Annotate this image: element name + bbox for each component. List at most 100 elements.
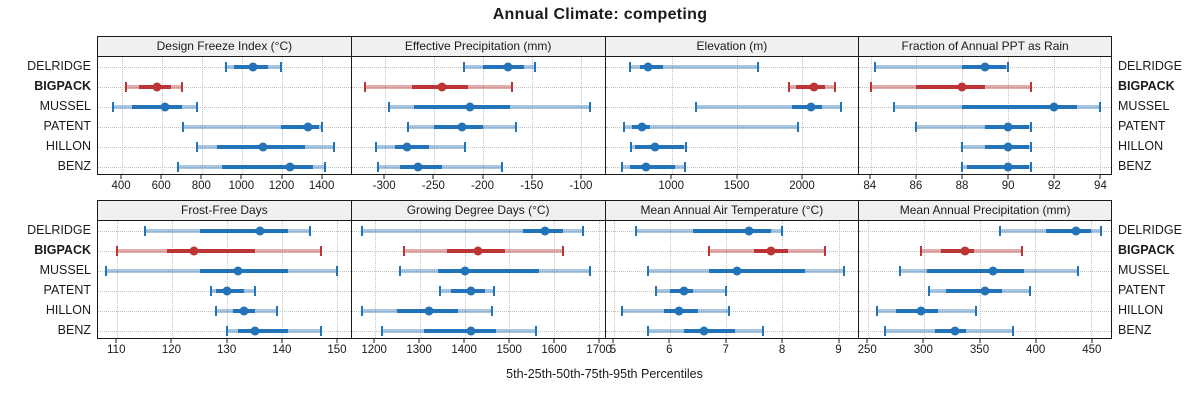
whisker-5-25 — [376, 145, 395, 149]
category-label: BENZ — [1118, 323, 1152, 337]
whisker-cap — [320, 122, 323, 132]
whisker-75-95 — [804, 269, 845, 273]
vertical-gridline — [1053, 57, 1055, 174]
axis-tick — [1035, 339, 1037, 343]
axis-tick — [463, 339, 465, 343]
x-axis: 5 6 7 8 9 — [605, 339, 859, 360]
vertical-gridline — [464, 221, 466, 338]
whisker-cap — [336, 266, 338, 276]
axis-tick-label: 110 — [107, 344, 126, 356]
axis-tick-label: 1500 — [496, 344, 522, 356]
axis-tick — [801, 175, 803, 179]
whisker-cap — [116, 246, 119, 256]
category-label: BIGPACK — [1118, 243, 1175, 257]
whisker-75-95 — [468, 85, 513, 89]
median-dot — [466, 286, 476, 296]
whisker-5-25 — [144, 229, 200, 233]
axis-tick — [781, 339, 783, 343]
median-dot — [255, 226, 265, 236]
axis-tick-label: 300 — [913, 344, 933, 356]
vertical-gridline — [870, 57, 872, 174]
axis-tick-label: 1200 — [268, 180, 295, 192]
bar-25-75 — [280, 125, 319, 129]
vertical-gridline — [121, 57, 123, 174]
axis-tick — [869, 175, 871, 179]
median-dot — [303, 122, 313, 132]
panel-frame: Elevation (m) — [604, 36, 859, 175]
axis-tick — [736, 175, 738, 179]
whisker-cap — [876, 306, 879, 316]
whisker-cap — [961, 142, 964, 152]
panel-strip-title: Growing Degree Days (°C) — [351, 201, 605, 221]
axis-tick — [1091, 339, 1093, 343]
whisker-cap — [621, 306, 624, 316]
horizontal-gridline — [351, 147, 605, 148]
axis-tick — [336, 339, 338, 343]
axis-tick-label: 5 — [609, 344, 617, 356]
axis-tick-label: -200 — [471, 180, 495, 192]
vertical-gridline — [227, 221, 229, 338]
plot-area — [351, 221, 605, 338]
category-label: HILLON — [1118, 303, 1164, 317]
median-dot — [957, 82, 967, 92]
vertical-gridline — [337, 221, 338, 338]
whisker-cap — [1029, 82, 1032, 92]
whisker-75-95 — [312, 165, 325, 169]
category-label: HILLON — [1118, 139, 1164, 153]
axis-tick — [321, 175, 323, 179]
whisker-cap — [655, 286, 658, 296]
vertical-gridline — [962, 57, 964, 174]
vertical-gridline — [782, 221, 784, 338]
whisker-75-95 — [662, 65, 758, 69]
y-axis-labels-left: DELRIDGE BIGPACK MUSSEL PATENT HILLON BENZ — [0, 200, 97, 359]
whisker-cap — [387, 102, 390, 112]
whisker-cap — [364, 82, 367, 92]
whisker-5-25 — [630, 145, 635, 149]
whisker-75-95 — [821, 105, 841, 109]
category-label: PATENT — [43, 283, 91, 297]
whisker-cap — [582, 226, 585, 236]
axis-tick — [612, 339, 614, 343]
whisker-5-25 — [125, 85, 139, 89]
vertical-gridline — [201, 57, 203, 174]
whisker-cap — [380, 326, 383, 336]
vertical-gridline — [483, 57, 485, 174]
median-dot — [650, 142, 660, 152]
whisker-5-25 — [709, 249, 755, 253]
median-dot — [980, 286, 990, 296]
whisker-cap — [319, 246, 322, 256]
horizontal-gridline — [605, 251, 859, 252]
whisker-75-95 — [973, 249, 1022, 253]
whisker-75-95 — [1090, 229, 1101, 233]
median-dot — [466, 326, 476, 336]
whisker-cap — [756, 62, 759, 72]
whisker-5-25 — [916, 125, 986, 129]
whisker-75-95 — [510, 105, 590, 109]
axis-tick — [915, 175, 917, 179]
axis-tick-label: 400 — [111, 180, 131, 192]
bar-25-75 — [927, 269, 1025, 273]
whisker-cap — [708, 246, 711, 256]
whisker-5-25 — [225, 65, 234, 69]
whisker-cap — [492, 286, 495, 296]
whisker-5-25 — [877, 309, 896, 313]
bar-25-75 — [483, 65, 525, 69]
median-dot — [679, 286, 689, 296]
bar-25-75 — [166, 249, 255, 253]
axis-tick — [120, 175, 122, 179]
whisker-75-95 — [734, 329, 763, 333]
axis-tick-label: 800 — [191, 180, 211, 192]
whisker-cap — [360, 306, 363, 316]
plot-area — [859, 57, 1111, 174]
vertical-gridline — [671, 57, 673, 174]
whisker-cap — [788, 82, 791, 92]
whisker-cap — [589, 266, 592, 276]
x-axis: 110 120 130 140 150 — [97, 339, 351, 360]
axis-tick — [979, 339, 980, 343]
whisker-5-25 — [636, 229, 693, 233]
vertical-gridline — [117, 221, 119, 338]
axis-tick-label: 1200 — [361, 344, 387, 356]
axis-tick — [281, 175, 283, 179]
bar-25-75 — [962, 105, 1077, 109]
whisker-5-25 — [999, 229, 1047, 233]
